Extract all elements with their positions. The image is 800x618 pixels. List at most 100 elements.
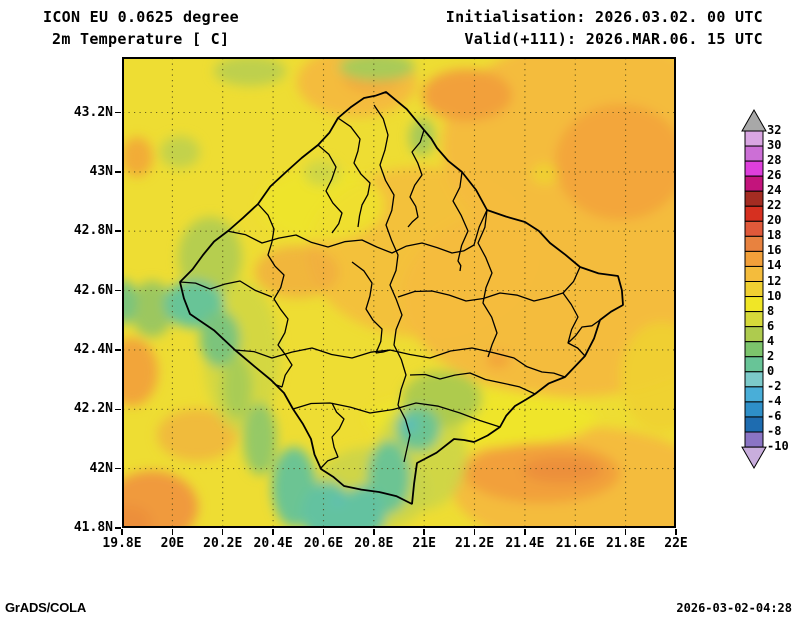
colorbar-segment <box>744 311 764 328</box>
colorbar-segment <box>744 160 764 177</box>
colorbar-segment <box>744 356 764 373</box>
x-axis-label: 20.6E <box>303 536 344 551</box>
colorbar-segment <box>744 416 764 433</box>
municipality-boundary <box>397 290 564 302</box>
map-plot-area <box>122 57 676 528</box>
colorbar-segment <box>744 235 764 252</box>
municipality-boundary <box>226 209 488 254</box>
y-axis-tick <box>115 349 121 351</box>
colorbar-tick-label: 2 <box>767 348 775 363</box>
colorbar-boxes <box>744 130 764 448</box>
colorbar-segment <box>744 175 764 192</box>
colorbar-segment <box>744 401 764 418</box>
municipality-boundary <box>337 117 371 228</box>
x-axis-label: 21.4E <box>505 536 545 551</box>
y-axis-label: 42.6N <box>73 282 113 298</box>
model-title: ICON EU 0.0625 degree <box>43 8 239 26</box>
x-axis-tick <box>373 529 375 535</box>
colorbar-tick-label: 4 <box>767 333 775 348</box>
x-axis-tick <box>574 529 577 535</box>
colorbar-under-arrow <box>741 446 767 470</box>
y-axis-label: 42.2N <box>73 401 113 417</box>
y-axis-tick <box>115 111 121 114</box>
colorbar-tick-label: -8 <box>767 424 782 438</box>
colorbar-tick-label: -10 <box>767 439 789 454</box>
colorbar-segment <box>744 250 764 267</box>
y-axis-label: 41.8N <box>73 520 113 535</box>
municipality-boundary <box>179 280 273 298</box>
municipality-boundary <box>477 209 498 358</box>
y-axis-label: 43.2N <box>73 104 113 120</box>
x-axis-label: 20E <box>160 536 185 551</box>
municipality-boundary <box>257 203 293 388</box>
creation-timestamp: 2026-03-02-04:28 <box>676 601 792 615</box>
municipality-boundary <box>567 319 601 344</box>
x-axis-label: 21.2E <box>454 536 495 551</box>
x-axis-label: 20.8E <box>354 536 394 551</box>
colorbar-tick-label: 22 <box>767 198 782 213</box>
x-axis-label: 21.6E <box>555 536 595 551</box>
x-axis-tick <box>624 529 627 535</box>
x-axis-tick <box>171 529 174 535</box>
colorbar-tick-label: 0 <box>767 363 775 378</box>
municipality-boundary <box>234 347 566 378</box>
kosovo-borders <box>179 91 624 505</box>
x-axis-label: 20.2E <box>203 536 243 551</box>
x-axis-label: 22E <box>664 536 688 551</box>
colorbar-segment <box>744 265 764 282</box>
y-axis-tick <box>115 467 121 470</box>
valid-time: Valid(+111): 2026.MAR.06. 15 UTC <box>464 30 763 48</box>
grads-credit: GrADS/COLA <box>5 600 87 615</box>
colorbar-segment <box>744 296 764 313</box>
colorbar-tick-label: 8 <box>767 303 775 318</box>
y-axis-tick <box>115 408 121 411</box>
colorbar-tick-label: 18 <box>767 228 782 243</box>
colorbar-segment <box>744 190 764 207</box>
colorbar-tick-label: 16 <box>767 243 782 258</box>
colorbar-segment <box>744 386 764 403</box>
colorbar-tick-label: 6 <box>767 318 775 333</box>
y-axis-label: 43N <box>89 163 113 179</box>
colorbar-tick-label: 20 <box>767 213 782 228</box>
variable-title: 2m Temperature [ C] <box>52 30 230 48</box>
y-axis-tick <box>115 289 121 292</box>
x-axis-label: 21.8E <box>606 536 646 551</box>
y-axis-tick <box>115 171 121 173</box>
colorbar-tick-label: -6 <box>767 408 782 423</box>
colorbar-tick-label: 30 <box>767 138 782 153</box>
municipality-boundary <box>407 129 425 228</box>
grid-lines <box>123 58 675 527</box>
colorbar-tick-label: 10 <box>767 288 782 303</box>
y-axis-label: 42N <box>89 460 113 476</box>
colorbar-segment <box>744 220 764 237</box>
colorbar-tick-label: 14 <box>767 258 782 273</box>
municipality-boundary <box>292 402 501 428</box>
municipality-boundary <box>562 266 586 357</box>
municipality-boundary <box>319 402 345 470</box>
municipality-boundary <box>409 372 536 395</box>
x-axis-tick <box>675 529 677 535</box>
colorbar-segment <box>744 130 764 147</box>
x-axis-tick <box>221 529 224 535</box>
x-axis-label: 19.8E <box>102 536 142 551</box>
colorbar-segment <box>744 281 764 298</box>
x-axis-label: 21E <box>412 536 436 551</box>
municipality-boundary <box>351 261 391 354</box>
x-axis-tick <box>121 529 123 535</box>
x-axis-tick <box>322 529 325 535</box>
x-axis-tick <box>473 529 476 535</box>
y-axis-label: 42.8N <box>73 223 113 239</box>
colorbar-tick-label: 24 <box>767 183 782 198</box>
x-axis-tick <box>272 529 274 535</box>
colorbar-tick-label: 12 <box>767 273 782 288</box>
y-axis-tick <box>115 527 121 529</box>
colorbar-over-arrow <box>741 108 767 132</box>
colorbar-segment <box>744 371 764 388</box>
colorbar-segment <box>744 341 764 358</box>
colorbar-segment <box>744 326 764 343</box>
x-axis-tick <box>423 529 425 535</box>
init-time: Initialisation: 2026.03.02. 00 UTC <box>445 8 763 26</box>
colorbar-segment <box>744 145 764 162</box>
colorbar-segment <box>744 431 764 448</box>
